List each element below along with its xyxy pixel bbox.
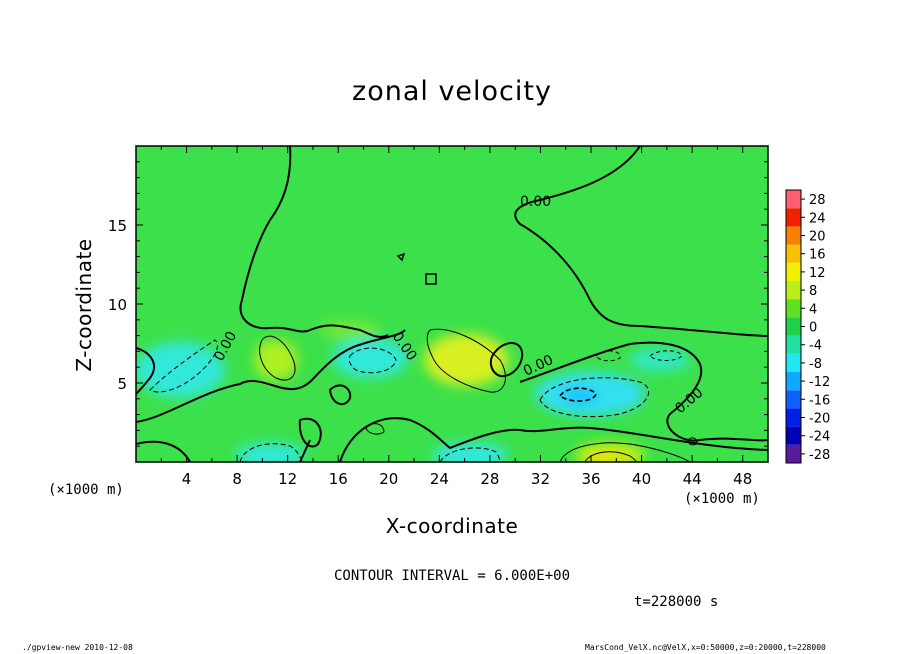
x-tick-label: 16 xyxy=(329,470,348,488)
footer-right: MarsCond_VelX.nc@VelX,x=0:50000,z=0:2000… xyxy=(585,643,826,652)
field-region xyxy=(432,443,508,462)
colorbar-label: 24 xyxy=(809,211,826,226)
positive-contour xyxy=(559,442,691,462)
colorbar-label: 4 xyxy=(809,302,817,317)
colorbar-label: 20 xyxy=(809,230,826,245)
x-tick-label: 20 xyxy=(379,470,398,488)
colorbar-bin xyxy=(786,444,801,463)
y-axis-label: Z-coordinate xyxy=(72,238,96,372)
colorbar-bin xyxy=(786,226,801,245)
zero-contour xyxy=(489,342,524,378)
colorbar-bin xyxy=(786,372,801,391)
colorbar: -28 -24 -20 -16 -12 -8 -4 0 4 8 12 16 20 24 28 xyxy=(785,189,830,464)
zero-contour xyxy=(425,273,437,285)
colorbar-label: 12 xyxy=(809,266,826,281)
negative-contour xyxy=(348,347,397,374)
colorbar-label: 16 xyxy=(809,248,826,263)
zero-contour xyxy=(519,341,768,442)
colorbar-bin xyxy=(786,426,801,445)
y-tick-label: 15 xyxy=(108,217,127,235)
positive-contour xyxy=(259,335,296,381)
zero-contour xyxy=(328,384,352,406)
footer-left: ./gpview-new 2010-12-08 xyxy=(22,643,133,652)
colorbar-label: 8 xyxy=(809,284,817,299)
plot-background xyxy=(136,146,768,462)
x-tick-label: 4 xyxy=(182,470,192,488)
negative-contour xyxy=(558,387,597,402)
colorbar-bin xyxy=(786,190,801,209)
y-axis-ticks: 5 10 15 xyxy=(108,161,768,447)
colorbar-bin xyxy=(786,353,801,372)
contour-lines xyxy=(136,146,768,462)
colorbar-label: -12 xyxy=(809,375,830,390)
colorbar-bin xyxy=(786,408,801,427)
colorbar-label: -4 xyxy=(809,339,822,354)
positive-contour xyxy=(687,437,697,446)
colorbar-label: -16 xyxy=(809,393,830,408)
colorbar-bin xyxy=(786,281,801,300)
colorbar-bin xyxy=(786,299,801,318)
x-tick-label: 8 xyxy=(232,470,242,488)
y-tick-label: 5 xyxy=(117,375,127,393)
zero-contour xyxy=(136,347,155,395)
colorbar-label: -20 xyxy=(809,412,830,427)
field-region xyxy=(320,320,380,340)
x-tick-label: 32 xyxy=(531,470,550,488)
field-region xyxy=(254,340,298,380)
contour-label: 0.00 xyxy=(520,194,551,210)
colorbar-label: 0 xyxy=(809,321,817,336)
x-tick-label: 44 xyxy=(683,470,702,488)
zero-contour xyxy=(514,146,768,337)
negative-contour xyxy=(595,350,621,362)
field-region xyxy=(424,334,508,386)
time-label: t=228000 s xyxy=(634,594,719,610)
x-tick-label: 28 xyxy=(480,470,499,488)
colorbar-label: -28 xyxy=(809,448,830,463)
x-tick-label: 40 xyxy=(632,470,651,488)
colorbar-bin xyxy=(786,208,801,227)
field-region xyxy=(235,443,305,462)
negative-contour xyxy=(149,339,219,393)
colorbar-bin xyxy=(786,262,801,281)
field-region xyxy=(136,342,225,398)
positive-contour xyxy=(426,328,506,393)
chart-title: zonal velocity xyxy=(352,76,552,107)
negative-contour xyxy=(239,443,303,462)
plot-area: 0.000.00 0.000.000.00 xyxy=(135,145,769,463)
colorbar-label: 28 xyxy=(809,193,826,208)
x-tick-label: 48 xyxy=(733,470,752,488)
negative-contour xyxy=(649,350,683,361)
x-axis-unit-left: (×1000 m) xyxy=(48,482,124,498)
x-axis-unit-right: (×1000 m) xyxy=(684,491,760,507)
zero-contour xyxy=(136,329,406,423)
contour-interval-text: CONTOUR INTERVAL = 6.000E+00 xyxy=(333,568,571,584)
x-tick-label: 24 xyxy=(430,470,449,488)
zero-contour xyxy=(239,146,389,338)
y-tick-label: 10 xyxy=(108,296,127,314)
colorbar-bin xyxy=(786,317,801,336)
x-axis-ticks: 4 8 12 16 20 24 28 32 36 40 44 48 xyxy=(160,146,752,488)
colorbar-bin xyxy=(786,390,801,409)
positive-contour xyxy=(365,423,385,435)
zero-contour xyxy=(396,252,406,262)
colorbar-label: -8 xyxy=(809,357,822,372)
colorbar-label: -24 xyxy=(809,430,830,445)
negative-contour xyxy=(439,447,501,462)
zero-contour xyxy=(339,417,768,462)
x-tick-label: 12 xyxy=(278,470,297,488)
x-axis-label: X-coordinate xyxy=(385,514,519,538)
x-tick-label: 36 xyxy=(581,470,600,488)
colorbar-bin xyxy=(786,244,801,263)
colorbar-bin xyxy=(786,335,801,354)
negative-contour xyxy=(539,377,650,418)
